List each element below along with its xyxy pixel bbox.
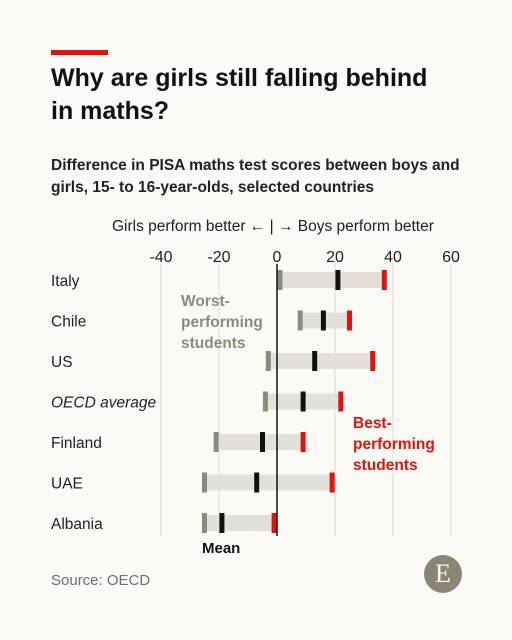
mean-marker xyxy=(300,391,306,412)
x-tick-label: 20 xyxy=(326,249,344,266)
worst-marker xyxy=(202,513,207,533)
mean-annotation: Mean xyxy=(202,540,240,557)
chart-title: Why are girls still falling behind in ma… xyxy=(51,64,428,125)
category-label: Finland xyxy=(51,435,102,452)
worst-annotation: students xyxy=(181,335,246,352)
direction-label: Girls perform better ← | → Boys perform … xyxy=(112,218,434,235)
x-tick-label: -20 xyxy=(207,249,230,266)
x-tick-label: 40 xyxy=(384,249,402,266)
x-tick-label: -40 xyxy=(149,249,172,266)
mean-marker xyxy=(335,270,341,290)
best-marker xyxy=(329,472,335,493)
worst-annotation: Worst- xyxy=(181,293,230,310)
mean-marker xyxy=(219,513,225,533)
x-tick-label: 0 xyxy=(273,249,282,266)
category-label: Albania xyxy=(51,516,103,533)
category-label: OECD average xyxy=(51,395,156,412)
worst-marker xyxy=(262,391,268,412)
best-marker xyxy=(338,391,344,412)
best-marker xyxy=(370,351,376,371)
worst-marker xyxy=(213,432,219,452)
economist-logo: E xyxy=(424,555,462,593)
mean-marker xyxy=(254,472,260,493)
range-band xyxy=(268,353,373,369)
mean-marker xyxy=(320,310,326,331)
best-marker xyxy=(347,310,352,331)
worst-marker xyxy=(265,351,271,371)
category-label: UAE xyxy=(51,476,83,493)
range-band xyxy=(204,515,275,531)
range-band xyxy=(204,474,333,491)
best-marker xyxy=(381,270,387,290)
mean-marker xyxy=(312,351,318,371)
best-annotation: Best- xyxy=(353,415,392,432)
source-note: Source: OECD xyxy=(51,572,151,589)
worst-annotation: performing xyxy=(181,314,263,331)
x-tick-label: 60 xyxy=(442,249,460,266)
range-band xyxy=(216,434,304,450)
best-annotation: students xyxy=(353,457,418,474)
category-label: Chile xyxy=(51,314,86,331)
worst-marker xyxy=(277,270,283,290)
category-label: US xyxy=(51,354,73,371)
accent-bar xyxy=(51,50,108,55)
mean-marker xyxy=(260,432,265,452)
range-band xyxy=(279,272,385,288)
best-marker xyxy=(300,432,306,452)
best-marker xyxy=(271,513,277,533)
worst-marker xyxy=(297,310,303,331)
chart-subtitle: Difference in PISA maths test scores bet… xyxy=(51,157,460,196)
best-annotation: performing xyxy=(353,436,435,453)
worst-marker xyxy=(202,472,207,493)
category-label: Italy xyxy=(51,273,80,290)
